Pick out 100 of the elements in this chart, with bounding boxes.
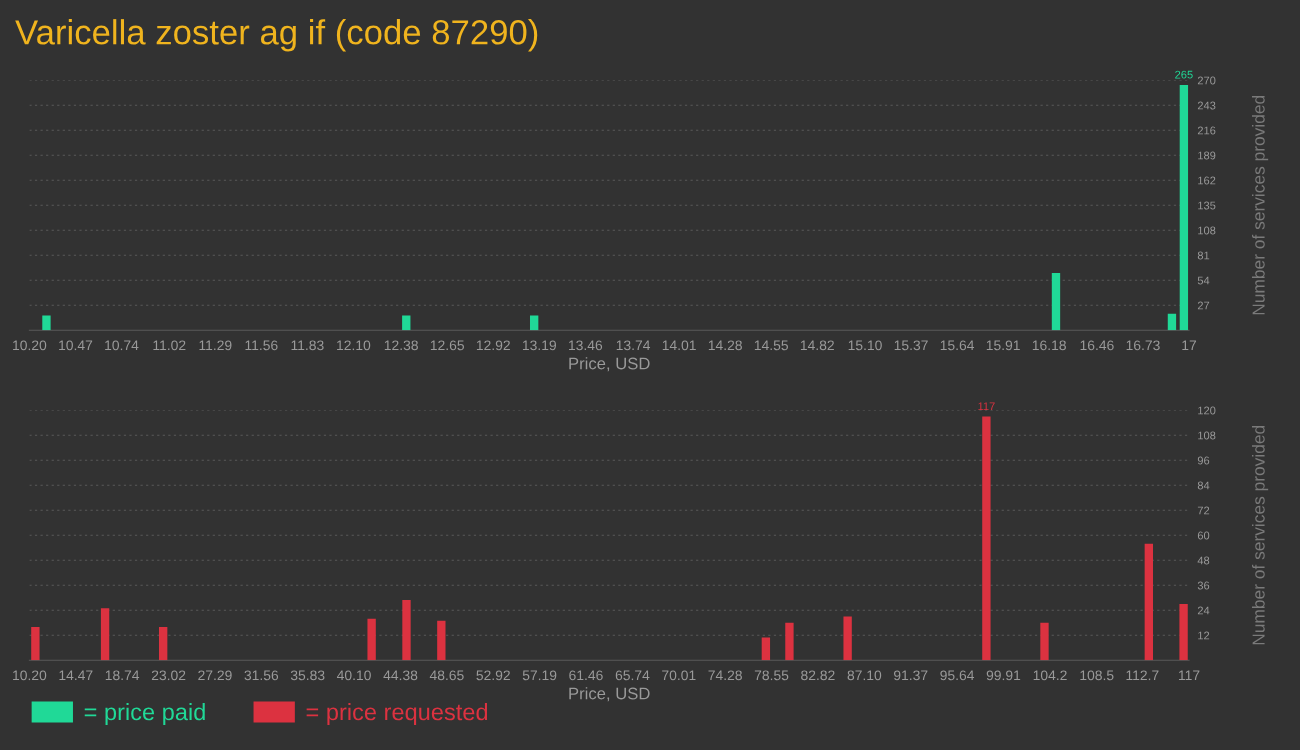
bar xyxy=(42,315,51,331)
y-tick-label: 135 xyxy=(1198,201,1216,210)
bar xyxy=(843,616,852,661)
y-axis-title: Number of services provided xyxy=(1251,425,1269,645)
x-tick-label: 14.01 xyxy=(662,340,696,351)
x-tick-label: 61.46 xyxy=(569,670,603,681)
x-tick-label: 52.92 xyxy=(476,670,510,681)
y-tick-label: 60 xyxy=(1197,531,1210,540)
x-tick-label: 16.73 xyxy=(1126,340,1160,351)
x-tick-label: 78.55 xyxy=(754,670,789,681)
x-tick-label: 27.29 xyxy=(198,670,232,681)
bar xyxy=(1051,272,1061,331)
x-tick-label: 13.46 xyxy=(569,340,603,351)
y-tick-label: 243 xyxy=(1197,101,1216,110)
bar xyxy=(761,637,771,661)
x-tick-label: 12.92 xyxy=(476,340,510,351)
x-tick-label: 65.74 xyxy=(615,670,650,681)
x-tick-label: 15.64 xyxy=(940,340,975,351)
bar xyxy=(1040,622,1049,661)
x-tick-label: 74.28 xyxy=(708,670,742,681)
x-tick-label: 10.74 xyxy=(105,340,139,351)
bar xyxy=(982,416,991,661)
chart-title: Varicella zoster ag if (code 87290) xyxy=(15,19,538,52)
y-tick-label: 270 xyxy=(1197,76,1216,85)
x-tick-label: 108.5 xyxy=(1080,670,1114,681)
x-tick-label: 44.38 xyxy=(383,670,418,681)
x-tick-label: 14.28 xyxy=(708,340,742,351)
bar xyxy=(437,620,446,661)
bar xyxy=(1167,313,1177,331)
x-tick-label: 112.7 xyxy=(1126,670,1159,681)
x-tick-label: 117 xyxy=(1178,670,1200,681)
y-tick-label: 108 xyxy=(1198,226,1216,235)
x-tick-label: 95.64 xyxy=(940,670,975,681)
x-tick-label: 57.19 xyxy=(522,670,557,681)
y-tick-label: 72 xyxy=(1197,506,1210,515)
y-tick-label: 216 xyxy=(1197,126,1216,135)
x-tick-label: 11.56 xyxy=(245,340,278,351)
y-axis-title: Number of services provided xyxy=(1251,95,1269,315)
y-tick-label: 84 xyxy=(1197,481,1210,490)
x-tick-label: 13.19 xyxy=(522,340,556,351)
x-tick-label: 11.83 xyxy=(291,340,324,351)
x-tick-label: 31.56 xyxy=(244,670,279,681)
bar xyxy=(402,315,411,331)
x-tick-label: 99.91 xyxy=(986,670,1021,681)
legend-label: = price requested xyxy=(306,702,488,725)
x-tick-label: 10.20 xyxy=(13,340,47,351)
x-tick-label: 15.10 xyxy=(848,340,882,351)
y-tick-label: 108 xyxy=(1198,431,1216,440)
x-tick-label: 40.10 xyxy=(336,670,371,681)
x-tick-label: 17 xyxy=(1182,340,1197,351)
x-tick-label: 10.47 xyxy=(59,340,93,351)
bar xyxy=(1144,543,1153,661)
x-tick-label: 91.37 xyxy=(893,670,928,681)
x-tick-label: 14.82 xyxy=(800,340,834,351)
data-label: 117 xyxy=(978,402,995,411)
x-tick-label: 15.37 xyxy=(894,340,928,351)
x-tick-label: 16.18 xyxy=(1032,340,1066,351)
x-tick-label: 15.91 xyxy=(986,340,1020,351)
x-tick-label: 11.02 xyxy=(153,340,186,351)
x-axis-title: Price, USD xyxy=(569,357,650,372)
bar xyxy=(367,618,376,661)
x-tick-label: 12.65 xyxy=(430,340,464,351)
x-tick-label: 87.10 xyxy=(847,670,882,681)
x-tick-label: 16.46 xyxy=(1080,340,1114,351)
y-tick-label: 24 xyxy=(1197,606,1210,615)
x-tick-label: 18.74 xyxy=(105,670,140,681)
y-tick-label: 12 xyxy=(1198,631,1210,640)
y-tick-label: 189 xyxy=(1198,151,1216,160)
x-tick-label: 35.83 xyxy=(290,670,325,681)
x-tick-label: 48.65 xyxy=(429,670,464,681)
y-tick-label: 96 xyxy=(1197,456,1210,465)
y-tick-label: 27 xyxy=(1197,301,1210,310)
x-axis-title: Price, USD xyxy=(569,687,650,702)
x-tick-label: 12.38 xyxy=(384,340,418,351)
y-tick-label: 54 xyxy=(1197,276,1210,285)
x-tick-label: 70.01 xyxy=(662,670,696,681)
y-tick-label: 120 xyxy=(1198,406,1216,415)
x-tick-label: 10.20 xyxy=(13,670,47,681)
bar xyxy=(785,622,794,661)
bar xyxy=(31,626,40,661)
x-tick-label: 82.82 xyxy=(801,670,835,681)
legend-label: = price paid xyxy=(84,702,205,725)
data-label: 265 xyxy=(1175,70,1193,79)
y-tick-label: 81 xyxy=(1197,251,1210,260)
bar xyxy=(529,315,539,331)
bar xyxy=(1179,604,1188,661)
bar xyxy=(1179,84,1189,331)
bar xyxy=(158,626,168,661)
x-tick-label: 104.2 xyxy=(1033,670,1067,681)
x-tick-label: 23.02 xyxy=(151,670,186,681)
x-tick-label: 14.47 xyxy=(59,670,93,681)
y-tick-label: 48 xyxy=(1197,556,1210,565)
y-tick-label: 36 xyxy=(1197,581,1210,590)
bar xyxy=(100,608,110,661)
bar xyxy=(402,599,411,661)
x-tick-label: 13.74 xyxy=(616,340,651,351)
x-tick-label: 11.29 xyxy=(199,340,232,351)
x-tick-label: 12.10 xyxy=(337,340,371,351)
y-tick-label: 162 xyxy=(1198,176,1216,185)
x-tick-label: 14.55 xyxy=(754,340,788,351)
